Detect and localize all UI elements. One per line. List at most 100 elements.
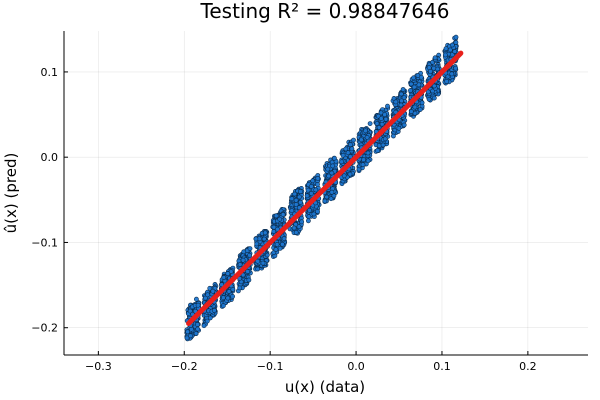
x-tick-label: 0.0 <box>347 360 365 373</box>
scatter-point <box>273 213 279 219</box>
scatter-point <box>361 157 366 163</box>
x-tick-label: −0.1 <box>257 360 284 373</box>
scatter-point <box>442 52 448 58</box>
scatter-point <box>195 322 200 327</box>
scatter-point <box>375 148 380 153</box>
scatter-point <box>385 103 390 109</box>
fit-line <box>186 50 464 326</box>
scatter-point <box>347 171 353 177</box>
scatter-point <box>341 173 347 179</box>
scatter-point <box>304 193 310 199</box>
scatter-point <box>376 143 382 149</box>
scatter-point <box>219 282 225 288</box>
scatter-point <box>432 55 438 61</box>
scatter-point <box>452 49 458 54</box>
scatter-point <box>281 236 287 241</box>
scatter-point <box>225 295 231 301</box>
scatter-point <box>325 166 331 172</box>
scatter-point <box>378 110 384 116</box>
scatter-point <box>299 219 305 225</box>
scatter-point <box>271 224 277 230</box>
y-tick-label: −0.2 <box>31 322 58 335</box>
scatter-point <box>195 326 201 332</box>
scatter-point <box>430 88 435 94</box>
tick-labels: −0.3 −0.2 −0.1 0.0 0.1 0.2 −0.2 −0.1 0.0 0.1 <box>31 66 536 373</box>
scatter-point <box>310 178 316 184</box>
y-tick-label: −0.1 <box>31 236 58 249</box>
scatter-point <box>220 303 226 309</box>
scatter-point <box>313 187 319 193</box>
scatter-point <box>329 189 335 195</box>
scatter-point <box>293 230 299 235</box>
fit-line-group <box>186 50 464 326</box>
scatter-point <box>447 47 453 53</box>
scatter-point <box>188 333 193 339</box>
scatter-point <box>411 84 417 90</box>
scatter-point <box>453 34 459 40</box>
scatter-point <box>261 236 267 242</box>
scatter-point <box>398 91 404 97</box>
scatter-point <box>431 95 437 101</box>
scatter-point <box>307 207 312 213</box>
chart-title: Testing R² = 0.98847646 <box>200 0 450 23</box>
scatter-point <box>201 323 207 329</box>
scatter-point <box>400 87 406 92</box>
scatter-point <box>193 331 199 336</box>
scatter-point <box>254 241 260 247</box>
scatter-point <box>396 125 402 131</box>
scatter-point <box>322 198 328 204</box>
scatter-point <box>416 82 422 88</box>
scatter-point <box>347 154 353 160</box>
scatter-point <box>311 211 317 217</box>
scatter-point <box>330 163 336 169</box>
scatter-point <box>308 183 314 189</box>
scatter-point <box>329 170 335 176</box>
scatter-point <box>187 308 193 314</box>
scatter-point <box>360 162 366 168</box>
scatter-point <box>273 247 279 252</box>
scatter-point <box>339 159 344 165</box>
scatter-point <box>431 65 437 71</box>
scatter-point <box>271 229 277 234</box>
scatter-point <box>393 99 399 105</box>
scatter-point <box>425 89 431 95</box>
scatter-point <box>412 104 418 110</box>
scatter-point <box>383 116 389 122</box>
scatter-point <box>349 146 355 152</box>
scatter-point <box>230 293 235 299</box>
scatter-point <box>237 262 243 267</box>
scatter-point <box>207 285 213 291</box>
scatter-point <box>305 218 311 224</box>
axes <box>63 31 588 356</box>
scatter-point <box>289 208 295 214</box>
scatter-point <box>419 100 425 106</box>
scatter-point <box>247 252 252 258</box>
grid-lines <box>64 31 588 355</box>
scatter-point <box>418 74 424 80</box>
scatter-point <box>331 155 337 161</box>
scatter-point <box>195 302 201 308</box>
scatter-point <box>431 83 437 89</box>
scatter-point <box>292 191 298 197</box>
x-tick-label: 0.2 <box>519 360 537 373</box>
scatter-point <box>297 189 303 194</box>
scatter-point <box>255 266 261 272</box>
y-axis-label: û(x) (pred) <box>2 153 20 234</box>
scatter-point <box>262 230 268 236</box>
scatter-point <box>241 249 247 255</box>
scatter-point <box>253 236 259 242</box>
scatter-point <box>380 142 386 148</box>
scatter-point <box>296 205 302 211</box>
scatter-point <box>443 46 449 51</box>
scatter-point <box>289 196 295 202</box>
scatter-point <box>205 292 210 298</box>
scatter-point <box>408 81 414 87</box>
scatter-point <box>363 128 368 134</box>
scatter-point <box>331 193 337 199</box>
scatter-point <box>401 95 407 100</box>
scatter-point <box>411 75 416 81</box>
scatter-point <box>202 295 208 301</box>
scatter-point <box>374 121 380 126</box>
scatter-point <box>426 96 432 102</box>
scatter-point <box>210 288 216 294</box>
